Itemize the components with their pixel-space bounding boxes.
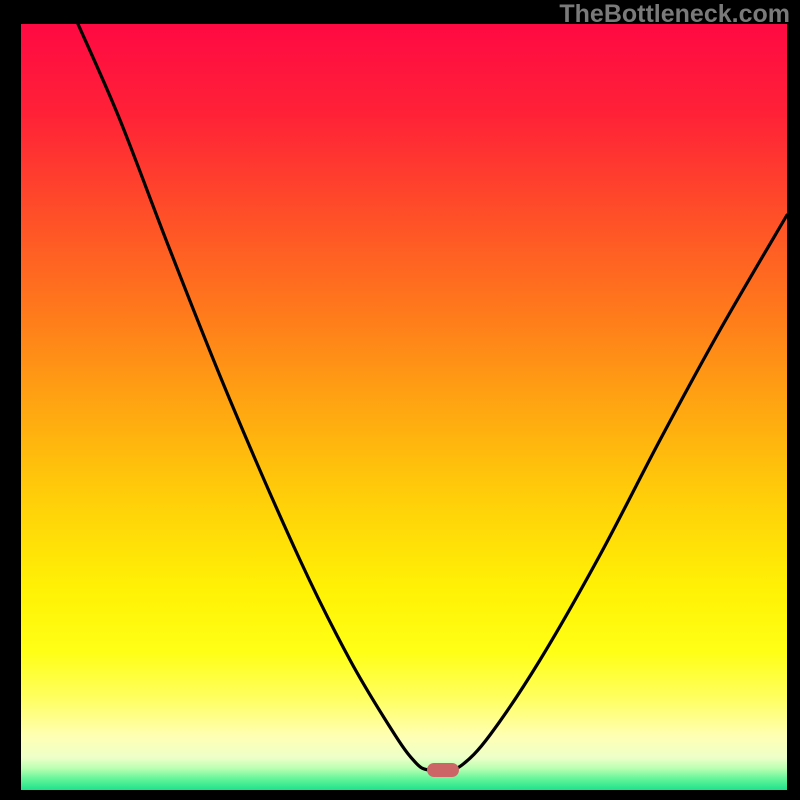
- watermark-text: TheBottleneck.com: [559, 0, 790, 29]
- frame-border: [0, 790, 800, 800]
- frame-border: [0, 0, 21, 800]
- chart-container: TheBottleneck.com: [0, 0, 800, 800]
- gradient-background: [21, 24, 787, 790]
- bottleneck-curve: [78, 24, 787, 771]
- chart-svg: [0, 0, 800, 800]
- frame-border: [787, 0, 800, 800]
- minimum-marker: [427, 763, 459, 777]
